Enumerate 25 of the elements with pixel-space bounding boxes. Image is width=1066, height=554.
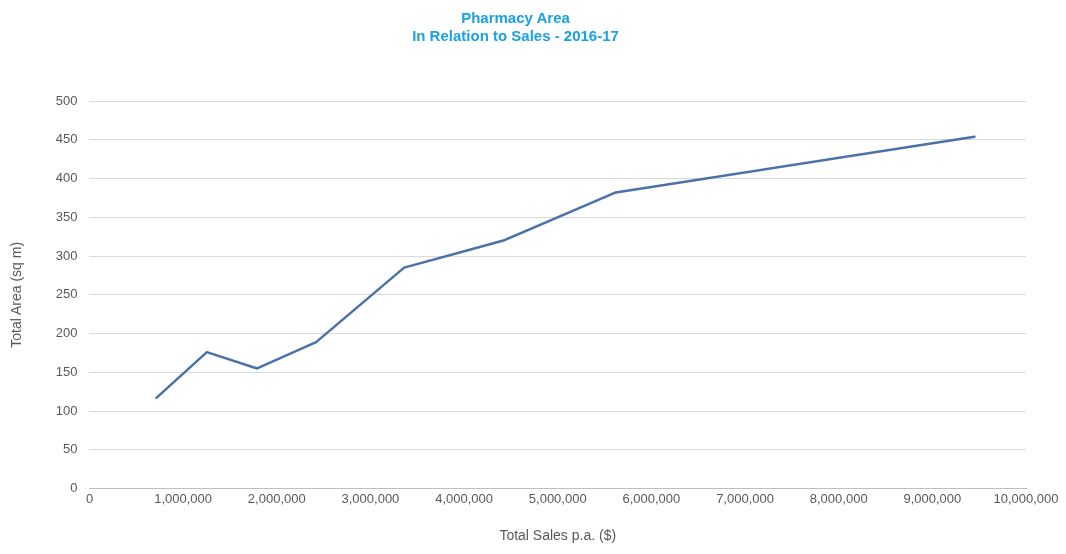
x-tick-label: 7,000,000 — [716, 490, 774, 506]
x-tick-label: 6,000,000 — [622, 490, 681, 506]
x-tick-label: 5,000,000 — [528, 490, 587, 506]
y-tick-label: 500 — [55, 92, 78, 108]
y-tick-label: 200 — [55, 325, 78, 341]
x-tick-label: 10,000,000 — [993, 490, 1059, 506]
y-tick-label: 450 — [55, 131, 78, 147]
x-tick-label: 0 — [85, 490, 94, 506]
y-axis-title: Total Area (sq m) — [8, 241, 25, 348]
y-tick-label: 0 — [70, 480, 78, 496]
chart-title: Pharmacy Area In Relation to Sales - 2016-17 — [412, 9, 619, 45]
x-tick-label: 8,000,000 — [809, 490, 868, 506]
y-tick-label: 150 — [55, 363, 78, 379]
y-tick-label: 350 — [55, 208, 78, 224]
y-tick-label: 300 — [55, 247, 78, 263]
x-axis-title: Total Sales p.a. ($) — [499, 527, 617, 544]
x-tick-label: 2,000,000 — [247, 490, 306, 506]
y-tick-label: 100 — [55, 402, 78, 418]
y-tick-label: 50 — [63, 441, 78, 457]
x-tick-label: 4,000,000 — [435, 490, 494, 506]
x-tick-label: 9,000,000 — [903, 490, 962, 506]
x-tick-label: 3,000,000 — [341, 490, 400, 506]
x-tick-label: 1,000,000 — [154, 490, 213, 506]
y-tick-label: 400 — [55, 170, 78, 186]
y-tick-label: 250 — [55, 286, 78, 302]
